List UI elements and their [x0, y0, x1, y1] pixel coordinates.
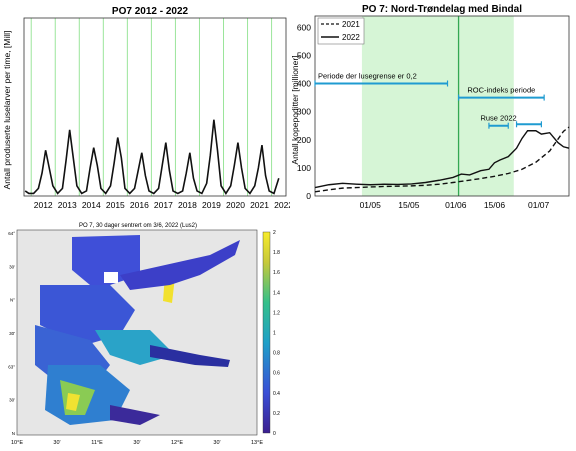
chart1-series-line: [24, 119, 280, 195]
chart2-shaded-period: [361, 16, 514, 196]
colorbar: [262, 231, 271, 434]
map-ytick-label: 30': [9, 331, 15, 336]
map-blank-patch: [104, 272, 118, 283]
colorbar-tick-label: 0.8: [273, 351, 280, 357]
map-ytick-label: N°: [10, 298, 15, 303]
chart1-xtick-label: 2014: [82, 200, 101, 210]
chart-po7-2012-2022: PO7 2012 - 2022 Antall produserte lusela…: [2, 6, 290, 210]
legend-label-2021: 2021: [342, 20, 360, 29]
map-xtick-label: 30': [213, 440, 220, 446]
chart2-plot-area: [314, 15, 570, 197]
colorbar-tick-label: 2: [273, 230, 276, 236]
colorbar-tick-label: 0.4: [273, 391, 280, 397]
chart1-plot-area: [23, 17, 287, 197]
chart2-ytick-label: 100: [297, 163, 311, 173]
colorbar-tick-label: 1.6: [273, 270, 280, 276]
colorbar-tick-label: 1.2: [273, 310, 280, 316]
map-xtick-label: 12°E: [171, 440, 183, 446]
chart2-legend: 2021 2022: [317, 17, 365, 45]
chart2-series-2022: [314, 130, 570, 189]
chart2-ytick-label: 400: [297, 79, 311, 89]
chart2-xtick-label: 01/06: [445, 200, 467, 210]
colorbar-tick-label: 1.8: [273, 250, 280, 256]
map-ytick-label: 30': [9, 398, 15, 403]
map-xtick-label: 11°E: [91, 440, 103, 446]
colorbar-tick-label: 0.6: [273, 371, 280, 377]
chart2-xtick-label: 15/05: [398, 200, 420, 210]
chart1-xtick-label: 2018: [178, 200, 197, 210]
chart2-annotation-label: Periode der lusegrense er 0,2: [318, 72, 417, 81]
chart1-xtick-label: 2012: [34, 200, 53, 210]
map-ytick-label: N: [12, 431, 15, 436]
chart2-xtick-label: 01/07: [528, 200, 550, 210]
map-xtick-label: 10°E: [11, 440, 23, 446]
chart1-xtick-label: 2015: [106, 200, 125, 210]
colorbar-tick-label: 1: [273, 331, 276, 337]
chart1-xtick-label: 2019: [202, 200, 221, 210]
map-ytick-label: 63°: [8, 364, 15, 369]
sea-lice-map: PO 7, 30 dager sentrert om 3/6, 2022 (Lu…: [8, 223, 280, 446]
chart1-xtick-label: 2022: [274, 200, 290, 210]
chart2-xtick-label: 15/06: [484, 200, 506, 210]
chart1-xtick-label: 2016: [130, 200, 149, 210]
map-xtick-label: 13°E: [251, 440, 263, 446]
chart1-xtick-label: 2017: [154, 200, 173, 210]
map-title: PO 7, 30 dager sentrert om 3/6, 2022 (Lu…: [79, 223, 197, 229]
chart1-xtick-label: 2013: [58, 200, 77, 210]
chart2-annotation-label: ROC-indeks periode: [467, 86, 535, 95]
colorbar-tick-label: 0.2: [273, 411, 280, 417]
chart2-title: PO 7: Nord-Trøndelag med Bindal: [362, 4, 522, 15]
legend-box: [317, 17, 365, 45]
chart2-series-2021: [314, 126, 570, 193]
chart2-ytick-label: 500: [297, 50, 311, 60]
map-xtick-label: 30': [53, 440, 60, 446]
sea-concentration-field: [35, 235, 240, 425]
chart2-ytick-label: 200: [297, 135, 311, 145]
chart2-xtick-label: 01/05: [360, 200, 382, 210]
chart1-xtick-label: 2020: [226, 200, 245, 210]
map-ytick-label: 64°: [8, 231, 15, 236]
chart1-title: PO7 2012 - 2022: [112, 6, 189, 17]
map-ytick-label: 30': [9, 264, 15, 269]
chart2-annotation-label: Ruse 2022: [480, 114, 516, 123]
chart1-ylabel: Antall produserte luselarver per time, […: [2, 31, 12, 190]
chart-po7-nord-trondelag: PO 7: Nord-Trøndelag med Bindal Antall k…: [290, 4, 570, 210]
chart1-xtick-label: 2021: [250, 200, 269, 210]
map-xtick-label: 30': [133, 440, 140, 446]
colorbar-tick-label: 1.4: [273, 290, 280, 296]
legend-label-2022: 2022: [342, 33, 360, 42]
chart2-ytick-label: 600: [297, 22, 311, 32]
chart2-ylabel: Antall kopepoditter [millioner]: [290, 55, 300, 164]
chart2-ytick-label: 0: [306, 191, 311, 201]
chart2-ytick-label: 300: [297, 107, 311, 117]
colorbar-tick-label: 0: [273, 431, 276, 437]
